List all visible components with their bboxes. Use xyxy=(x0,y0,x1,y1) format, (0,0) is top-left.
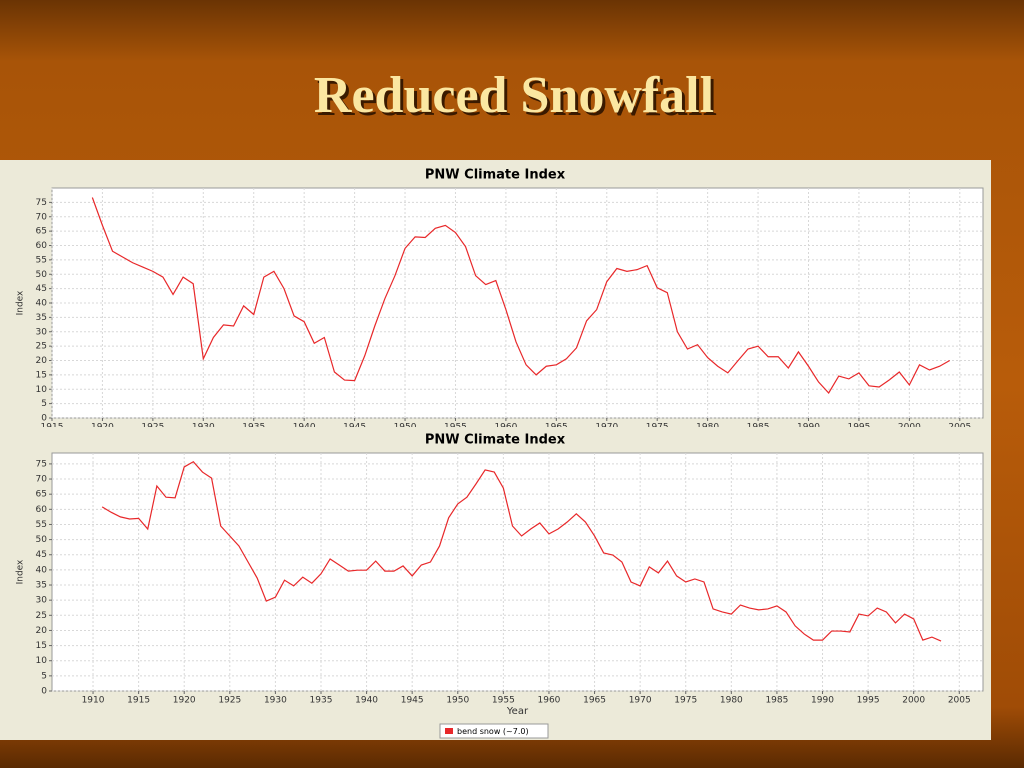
x-tick-label: 1915 xyxy=(127,696,150,706)
y-tick-label: 10 xyxy=(36,385,48,395)
x-tick-label: 1960 xyxy=(538,696,561,706)
x-tick-label: 1920 xyxy=(173,696,196,706)
slide-title: Reduced Snowfall xyxy=(314,67,714,124)
x-tick-label: 1970 xyxy=(629,696,652,706)
y-tick-label: 0 xyxy=(41,687,47,697)
x-tick-label: 1935 xyxy=(310,696,333,706)
x-tick-label: 1955 xyxy=(444,423,467,433)
x-tick-label: 1960 xyxy=(494,423,517,433)
y-tick-label: 65 xyxy=(36,227,47,237)
chart: PNW Climate Index 0 5 10 15 20 25 30 35 40 45 50 55 6… xyxy=(16,168,984,433)
plot-area xyxy=(51,452,984,692)
y-tick-label: 40 xyxy=(36,299,48,309)
x-tick-label: 1975 xyxy=(674,696,697,706)
x-tick-label: 1930 xyxy=(264,696,287,706)
y-tick-label: 70 xyxy=(36,475,48,485)
x-tick-label: 1940 xyxy=(293,423,316,433)
x-tick-label: 1925 xyxy=(218,696,241,706)
y-tick-label: 5 xyxy=(41,671,47,681)
x-tick-label: 1995 xyxy=(857,696,880,706)
x-tick-label: 1955 xyxy=(492,696,515,706)
x-tick-label: 1945 xyxy=(343,423,366,433)
x-tick-label: 1940 xyxy=(355,696,378,706)
plot-area xyxy=(51,187,984,419)
y-tick-label: 5 xyxy=(41,399,47,409)
x-tick-label: 1965 xyxy=(545,423,568,433)
y-tick-label: 55 xyxy=(36,520,47,530)
y-tick-label: 10 xyxy=(36,656,48,666)
x-tick-label: 2000 xyxy=(898,423,921,433)
y-tick-label: 55 xyxy=(36,255,47,265)
y-axis-label: Index xyxy=(16,559,26,584)
x-tick-label: 1985 xyxy=(765,696,788,706)
y-tick-label: 25 xyxy=(36,611,47,621)
data-line xyxy=(91,197,951,394)
y-tick-label: 60 xyxy=(36,241,48,251)
y-tick-label: 50 xyxy=(36,535,48,545)
y-tick-label: 75 xyxy=(36,459,47,469)
x-tick-label: 1945 xyxy=(401,696,424,706)
x-axis-label: Year xyxy=(506,706,529,717)
x-tick-label: 1925 xyxy=(141,423,164,433)
x-tick-label: 1985 xyxy=(747,423,770,433)
chart: PNW Climate Index 0 5 10 15 20 25 30 35 40 45 50 55 6… xyxy=(16,433,984,739)
y-tick-label: 20 xyxy=(36,356,48,366)
x-tick-label: 1950 xyxy=(394,423,417,433)
x-tick-label: 1930 xyxy=(192,423,215,433)
chart-title: PNW Climate Index xyxy=(425,168,566,183)
x-tick-label: 1970 xyxy=(595,423,618,433)
y-tick-label: 65 xyxy=(36,490,47,500)
y-tick-label: 20 xyxy=(36,626,48,636)
y-tick-label: 35 xyxy=(36,313,47,323)
data-line xyxy=(101,461,942,642)
y-tick-label: 60 xyxy=(36,505,48,515)
legend-swatch xyxy=(445,728,453,734)
y-tick-label: 50 xyxy=(36,270,48,280)
legend-label: bend snow (~7.0) xyxy=(457,727,529,736)
y-tick-label: 40 xyxy=(36,565,48,575)
x-tick-label: 1980 xyxy=(696,423,719,433)
legend-box xyxy=(439,723,549,739)
y-tick-label: 25 xyxy=(36,342,47,352)
y-tick-label: 15 xyxy=(36,370,47,380)
x-tick-label: 1965 xyxy=(583,696,606,706)
x-tick-label: 1950 xyxy=(446,696,469,706)
y-tick-label: 75 xyxy=(36,198,47,208)
y-tick-label: 15 xyxy=(36,641,47,651)
x-tick-label: 1975 xyxy=(646,423,669,433)
x-tick-label: 1935 xyxy=(242,423,265,433)
x-tick-label: 1990 xyxy=(797,423,820,433)
chart-title: PNW Climate Index xyxy=(425,433,566,448)
x-tick-label: 1980 xyxy=(720,696,743,706)
y-axis-label: Index xyxy=(16,290,26,315)
y-tick-label: 70 xyxy=(36,212,48,222)
y-tick-label: 45 xyxy=(36,284,47,294)
y-tick-label: 30 xyxy=(36,327,48,337)
x-tick-label: 2000 xyxy=(902,696,925,706)
x-tick-label: 1915 xyxy=(41,423,64,433)
x-tick-label: 2005 xyxy=(948,423,971,433)
x-tick-label: 2005 xyxy=(948,696,971,706)
charts: PNW Climate Index05101520253035404550556… xyxy=(16,168,984,739)
x-tick-label: 1990 xyxy=(811,696,834,706)
x-tick-label: 1920 xyxy=(91,423,114,433)
x-tick-label: 1910 xyxy=(82,696,105,706)
y-tick-label: 30 xyxy=(36,596,48,606)
x-tick-label: 1995 xyxy=(847,423,870,433)
y-tick-label: 35 xyxy=(36,581,47,591)
y-tick-label: 45 xyxy=(36,550,47,560)
slide-title-shadow: Reduced Snowfall xyxy=(317,70,717,127)
y-tick-label: 0 xyxy=(41,414,47,424)
